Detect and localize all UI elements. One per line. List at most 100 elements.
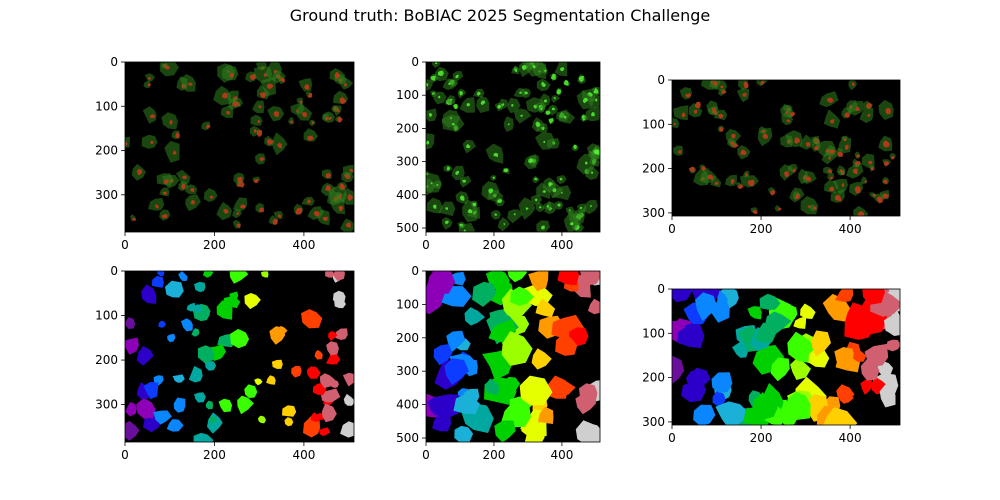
cell-region xyxy=(334,71,340,80)
cell-region xyxy=(313,210,320,217)
cell-region xyxy=(314,349,323,360)
cell-region xyxy=(823,109,841,129)
cell-region xyxy=(814,145,819,151)
figure-title: Ground truth: BoBIAC 2025 Segmentation C… xyxy=(289,6,711,25)
cell-region xyxy=(770,357,790,382)
y-tick-label: 0 xyxy=(657,73,665,87)
cell-region xyxy=(693,404,716,425)
cell-region xyxy=(325,185,331,191)
cell-region xyxy=(852,348,867,362)
cell-region xyxy=(136,346,154,366)
cell-region xyxy=(745,173,748,177)
cell-region xyxy=(446,330,466,352)
cell-region xyxy=(259,157,265,162)
cell-region xyxy=(827,169,833,174)
cell-region xyxy=(259,207,264,213)
cell-region xyxy=(792,168,797,173)
cell-region xyxy=(349,168,354,173)
y-tick-label: 200 xyxy=(642,162,665,176)
cell-region xyxy=(450,98,453,101)
y-tick-label: 200 xyxy=(95,144,118,158)
cell-region xyxy=(163,179,169,184)
cell-region xyxy=(278,325,288,336)
cell-region xyxy=(271,359,283,369)
cell-region xyxy=(520,114,523,117)
cell-region xyxy=(310,412,322,422)
cell-region xyxy=(431,62,441,69)
cell-region xyxy=(841,183,845,187)
cell-region xyxy=(721,90,727,95)
y-tick-label: 500 xyxy=(396,221,419,235)
x-tick-label: 0 xyxy=(668,222,676,236)
y-tick-label: 100 xyxy=(95,99,118,113)
cell-region xyxy=(430,75,436,81)
cell-region xyxy=(790,358,811,380)
cell-region xyxy=(885,107,891,115)
cell-region xyxy=(784,171,789,178)
cell-region xyxy=(340,421,354,438)
cell-region xyxy=(573,144,577,150)
cell-region xyxy=(343,393,354,406)
cell-region xyxy=(218,398,233,413)
cell-region xyxy=(503,168,509,173)
x-tick-label: 400 xyxy=(550,238,573,252)
cell-region xyxy=(711,107,716,113)
cell-region xyxy=(891,156,895,160)
x-tick-label: 400 xyxy=(839,222,862,236)
cell-region xyxy=(884,315,900,334)
cell-region xyxy=(711,372,733,393)
cell-region xyxy=(786,119,791,123)
cell-region xyxy=(864,180,868,184)
cell-region xyxy=(296,103,313,121)
cell-region xyxy=(342,372,354,387)
cell-region xyxy=(793,316,807,329)
cell-region xyxy=(136,398,156,419)
cell-region xyxy=(125,402,137,417)
cell-region xyxy=(149,114,156,118)
axes-frame xyxy=(671,79,901,217)
cell-region xyxy=(712,391,726,406)
cell-region xyxy=(130,214,136,222)
cell-region xyxy=(829,176,834,180)
cell-region xyxy=(320,388,341,403)
cell-region xyxy=(191,328,200,337)
cell-region xyxy=(273,111,279,117)
cell-region xyxy=(514,108,532,124)
cell-region xyxy=(714,181,719,185)
cell-region xyxy=(494,420,516,442)
cell-region xyxy=(534,177,538,181)
cell-region xyxy=(494,213,498,216)
cell-region xyxy=(582,199,598,215)
cell-region xyxy=(472,202,476,207)
cell-region xyxy=(266,83,274,90)
cell-region xyxy=(672,117,680,129)
cell-region xyxy=(229,291,239,300)
y-tick-label: 200 xyxy=(95,353,118,367)
y-tick-label: 100 xyxy=(396,297,419,311)
cell-region xyxy=(194,392,206,403)
cell-region xyxy=(182,175,188,180)
cell-region xyxy=(427,271,456,295)
cell-region xyxy=(782,304,798,323)
cell-region xyxy=(338,206,344,212)
cell-region xyxy=(322,403,337,423)
axes-frame xyxy=(671,288,901,426)
segmentation-mask xyxy=(426,271,600,442)
cell-region xyxy=(503,223,505,226)
y-tick-label: 200 xyxy=(396,121,419,135)
cell-region xyxy=(125,337,139,355)
cell-region xyxy=(485,378,500,395)
panel-p3-image: 0 200 400 0 100 200 300 xyxy=(642,73,901,236)
cell-region xyxy=(557,271,579,286)
cell-region xyxy=(535,121,541,128)
cell-region xyxy=(672,289,693,303)
cell-region xyxy=(550,73,556,80)
cell-region xyxy=(125,141,128,147)
cell-region xyxy=(851,81,855,87)
y-tick-label: 0 xyxy=(657,282,665,296)
cell-region xyxy=(830,119,835,124)
cell-region xyxy=(579,423,600,442)
cell-region xyxy=(194,281,206,293)
cell-region xyxy=(226,111,231,115)
panel-p4-mask: 0 200 400 0 100 200 300 xyxy=(95,264,355,462)
